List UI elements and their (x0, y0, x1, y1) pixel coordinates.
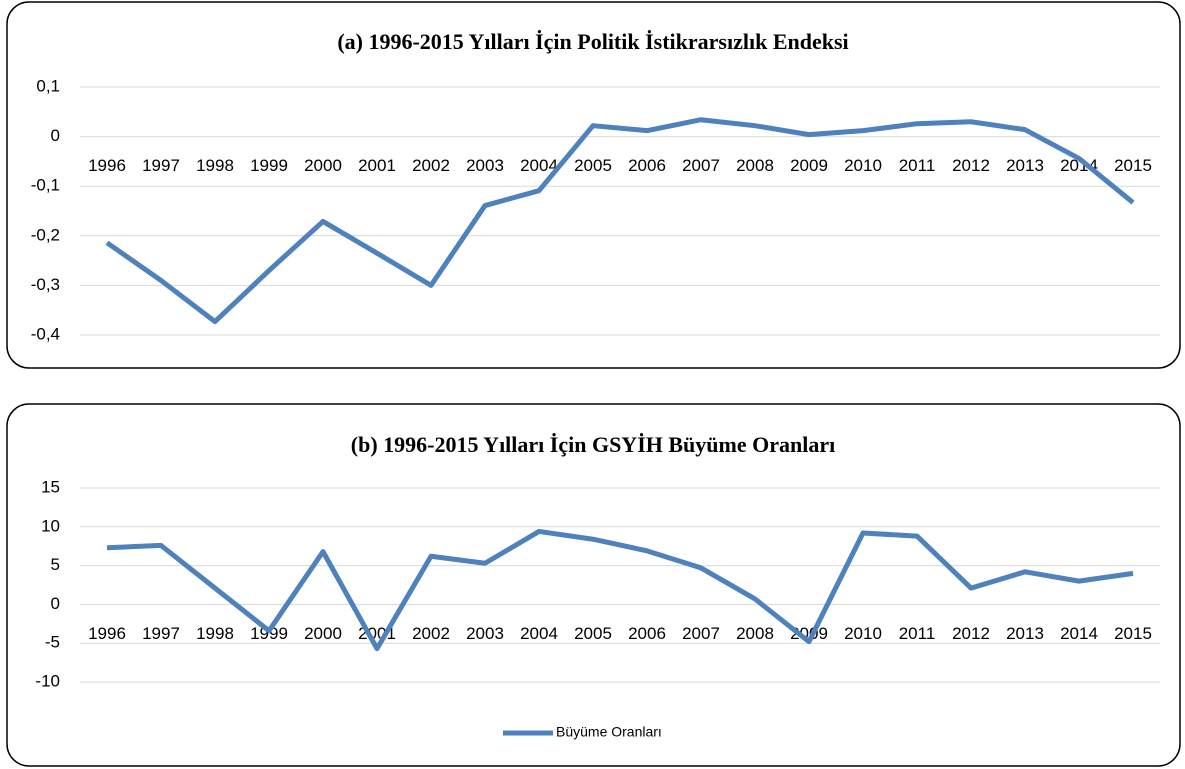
x-tick-label: 2014 (1060, 156, 1098, 175)
x-tick-label: 2010 (844, 624, 882, 643)
x-tick-label: 2008 (736, 156, 774, 175)
x-tick-label: 2009 (790, 156, 828, 175)
chart-title: (b) 1996-2015 Yılları İçin GSYİH Büyüme … (351, 432, 835, 457)
y-tick-label: -0,2 (31, 225, 60, 244)
x-tick-label: 1999 (250, 156, 288, 175)
x-tick-label: 2005 (574, 156, 612, 175)
x-tick-label: 2014 (1060, 624, 1098, 643)
x-tick-label: 2005 (574, 624, 612, 643)
y-tick-label: -0,1 (31, 176, 60, 195)
x-tick-label: 2012 (952, 624, 990, 643)
x-tick-label: 1996 (88, 624, 126, 643)
x-tick-label: 2002 (412, 624, 450, 643)
y-tick-label: -5 (45, 633, 60, 652)
chart-title: (a) 1996-2015 Yılları İçin Politik İstik… (337, 29, 848, 54)
x-tick-label: 2003 (466, 156, 504, 175)
x-tick-label: 2010 (844, 156, 882, 175)
x-tick-label: 2000 (304, 156, 342, 175)
x-tick-label: 1998 (196, 156, 234, 175)
x-tick-label: 2012 (952, 156, 990, 175)
x-tick-label: 2013 (1006, 156, 1044, 175)
x-tick-label: 2009 (790, 624, 828, 643)
y-tick-label: 0 (51, 126, 60, 145)
x-tick-label: 2007 (682, 156, 720, 175)
y-tick-label: -0,4 (31, 324, 60, 343)
y-tick-label: -10 (35, 671, 60, 690)
panel-b (6, 403, 1181, 767)
x-tick-label: 1996 (88, 156, 126, 175)
y-tick-label: -0,3 (31, 275, 60, 294)
x-tick-label: 1997 (142, 156, 180, 175)
x-tick-label: 2007 (682, 624, 720, 643)
x-tick-label: 2015 (1114, 156, 1152, 175)
x-tick-label: 1998 (196, 624, 234, 643)
x-tick-label: 2013 (1006, 624, 1044, 643)
x-tick-label: 2000 (304, 624, 342, 643)
panel-a (6, 1, 1181, 369)
x-tick-label: 2002 (412, 156, 450, 175)
x-tick-label: 2015 (1114, 624, 1152, 643)
x-tick-label: 2003 (466, 624, 504, 643)
x-tick-label: 2011 (899, 624, 936, 643)
x-tick-label: 2006 (628, 156, 666, 175)
x-tick-label: 2006 (628, 624, 666, 643)
data-line (105, 117, 1135, 325)
x-tick-label: 2011 (899, 156, 936, 175)
x-tick-label: 2004 (520, 156, 558, 175)
x-tick-label: 2004 (520, 624, 558, 643)
x-tick-label: 1997 (142, 624, 180, 643)
x-tick-label: 2001 (358, 156, 396, 175)
x-tick-label: 1999 (250, 624, 288, 643)
y-tick-label: 15 (41, 477, 60, 496)
y-tick-label: 0 (51, 594, 60, 613)
legend-label: Büyüme Oranları (556, 724, 662, 740)
y-tick-label: 10 (41, 516, 60, 535)
y-tick-label: 0,1 (36, 76, 60, 95)
data-line (106, 528, 1134, 652)
x-tick-label: 2008 (736, 624, 774, 643)
y-tick-label: 5 (51, 555, 60, 574)
